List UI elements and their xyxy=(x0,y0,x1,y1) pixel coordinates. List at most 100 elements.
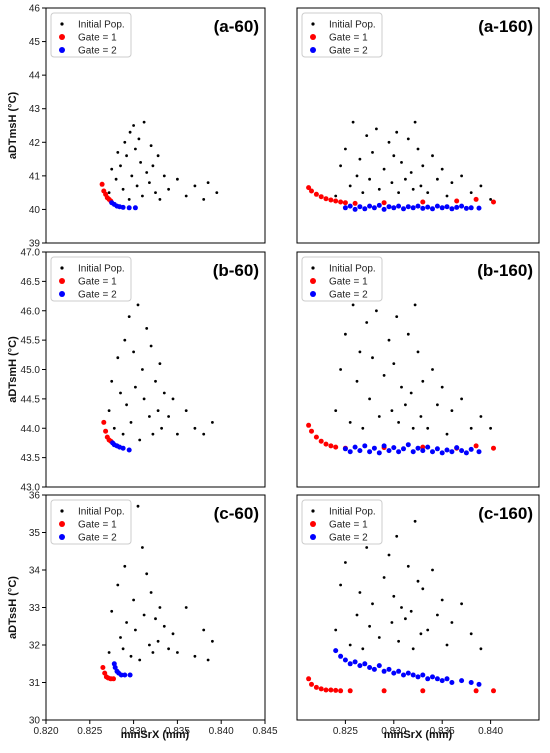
initial-pop-point xyxy=(176,432,179,436)
initial-pop-point xyxy=(107,191,111,195)
x-tick-label: 0.845 xyxy=(252,726,277,737)
gate2-point xyxy=(439,450,445,456)
initial-pop-point xyxy=(361,647,365,651)
legend-box xyxy=(50,499,132,545)
initial-pop-point xyxy=(119,391,122,395)
initial-pop-point xyxy=(121,647,125,651)
legend-marker xyxy=(310,278,316,284)
gate2-point xyxy=(425,204,431,210)
initial-pop-point xyxy=(206,658,210,662)
gate1-point xyxy=(101,419,107,425)
initial-pop-point xyxy=(404,177,407,181)
y-tick-label: 36 xyxy=(29,491,41,502)
initial-pop-point xyxy=(460,174,463,178)
initial-pop-point xyxy=(445,432,449,436)
initial-pop-point xyxy=(344,332,347,336)
initial-pop-point xyxy=(440,167,444,171)
legend-box xyxy=(50,256,132,302)
initial-pop-point xyxy=(202,432,206,436)
legend-marker xyxy=(59,534,65,540)
gate2-point xyxy=(401,446,406,452)
gate2-point xyxy=(405,204,411,210)
initial-pop-point xyxy=(387,140,391,144)
gate1-point xyxy=(306,185,312,191)
x-tick-label: 0.830 xyxy=(381,726,406,737)
initial-pop-point xyxy=(154,617,157,621)
gate2-point xyxy=(459,448,465,454)
initial-pop-point xyxy=(409,391,413,395)
initial-pop-point xyxy=(460,397,463,401)
initial-pop-point xyxy=(365,546,369,549)
gate2-point xyxy=(401,206,406,212)
initial-pop-point xyxy=(141,546,144,549)
initial-pop-point xyxy=(426,191,430,195)
gate1-point xyxy=(347,688,353,694)
initial-pop-point xyxy=(154,191,157,195)
initial-pop-point xyxy=(371,356,374,360)
initial-pop-point xyxy=(382,167,386,171)
gate1-point xyxy=(420,444,426,450)
gate2-point xyxy=(434,676,440,682)
gate1-point xyxy=(309,681,314,687)
initial-pop-point xyxy=(334,628,338,632)
legend-label: Gate = 2 xyxy=(329,290,368,301)
initial-pop-point xyxy=(355,379,359,383)
initial-pop-point xyxy=(145,572,149,576)
x-tick-label: 0.825 xyxy=(77,726,102,737)
gate2-point xyxy=(410,449,416,455)
initial-pop-point xyxy=(387,553,391,557)
initial-pop-point xyxy=(134,385,137,389)
gate2-point xyxy=(449,449,455,455)
gate1-point xyxy=(333,198,339,204)
initial-pop-point xyxy=(134,628,137,632)
initial-pop-point xyxy=(365,321,369,324)
initial-pop-point xyxy=(395,315,399,318)
initial-pop-point xyxy=(125,621,128,624)
gate2-point xyxy=(410,205,416,211)
gate2-point xyxy=(367,665,373,670)
panel-tag: (c-160) xyxy=(478,504,533,523)
gate2-point xyxy=(410,672,416,678)
initial-pop-point xyxy=(382,374,386,377)
legend-label: Gate = 2 xyxy=(329,533,368,544)
initial-pop-point xyxy=(128,130,132,134)
initial-pop-point xyxy=(421,379,425,383)
y-tick-label: 42 xyxy=(29,138,41,149)
panel-tag: (b-60) xyxy=(213,261,259,280)
gate2-point xyxy=(405,670,411,676)
y-tick-label: 44 xyxy=(29,71,41,82)
gate2-point xyxy=(420,448,426,454)
initial-pop-point xyxy=(116,356,120,360)
initial-pop-point xyxy=(193,654,197,658)
gate2-point xyxy=(381,443,387,449)
panel-a-160: Initial Pop. Gate = 1 Gate = 2 (a-160) xyxy=(296,7,540,244)
gate2-point xyxy=(463,450,469,456)
initial-pop-point xyxy=(149,591,153,594)
initial-pop-point xyxy=(206,181,210,185)
initial-pop-point xyxy=(184,409,188,412)
initial-pop-point xyxy=(121,187,125,191)
legend-marker xyxy=(60,509,64,513)
initial-pop-point xyxy=(215,191,219,195)
gate2-point xyxy=(391,445,397,451)
gate1-point xyxy=(318,194,324,200)
legend-marker xyxy=(310,291,316,297)
initial-pop-point xyxy=(440,385,444,389)
initial-pop-point xyxy=(339,164,342,168)
initial-pop-point xyxy=(348,184,352,188)
gate2-point xyxy=(459,678,465,684)
gate2-point xyxy=(127,672,133,678)
legend-label: Initial Pop. xyxy=(329,264,376,275)
gate2-point xyxy=(386,666,392,672)
gate1-point xyxy=(352,200,358,206)
gate2-point xyxy=(126,447,132,453)
initial-pop-point xyxy=(419,415,423,418)
initial-pop-point xyxy=(110,609,114,613)
x-tick-label: 0.840 xyxy=(478,726,503,737)
initial-pop-point xyxy=(479,647,483,651)
gate2-point xyxy=(381,668,387,674)
gate2-point xyxy=(434,446,440,452)
gate1-point xyxy=(323,687,329,693)
initial-pop-point xyxy=(351,120,355,124)
initial-pop-point xyxy=(123,140,127,144)
